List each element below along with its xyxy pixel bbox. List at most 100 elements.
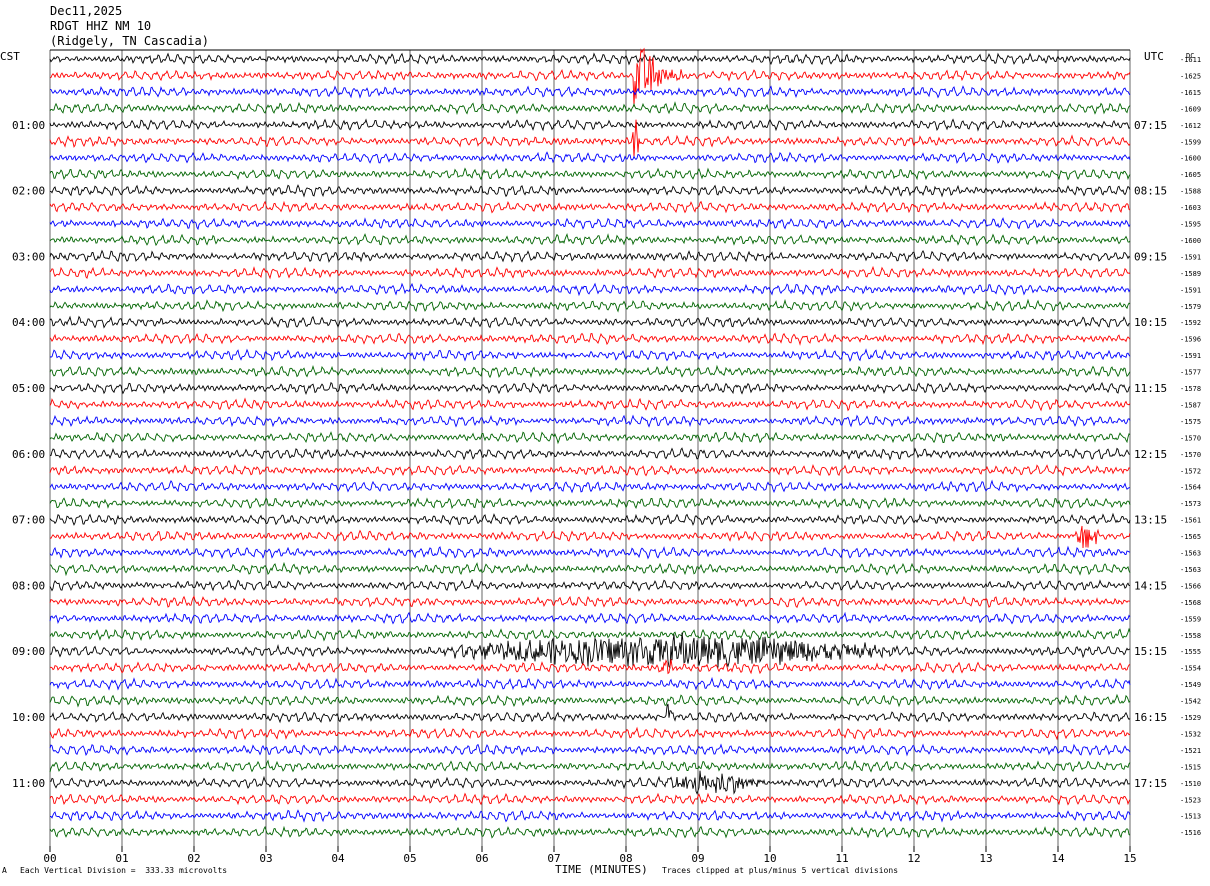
trace-line	[49, 464, 1131, 477]
cst-hour-label: 08:00	[12, 579, 45, 592]
trace-line	[49, 447, 1131, 461]
dc-offset-label: -1589	[1180, 270, 1201, 278]
trace-line	[49, 497, 1131, 510]
dc-offset-label: -1563	[1180, 566, 1201, 574]
dc-offset-label: -1600	[1180, 155, 1201, 163]
utc-hour-label: 13:15	[1134, 514, 1167, 527]
utc-hour-label: 09:15	[1134, 250, 1167, 263]
trace-line	[49, 200, 1131, 214]
cst-hour-label: 01:00	[12, 119, 45, 132]
utc-hour-label: 10:15	[1134, 316, 1167, 329]
x-axis-ticks	[49, 846, 1131, 852]
trace-line	[49, 431, 1131, 445]
header-station: RDGT HHZ NM 10	[50, 19, 152, 33]
dc-offset-label: -1615	[1180, 89, 1201, 97]
dc-offset-label: -1587	[1180, 401, 1201, 409]
trace-line	[49, 770, 1131, 795]
dc-offset-label: -1570	[1180, 434, 1201, 442]
x-tick-labels: 00 01 02 03 04 05 06 07 08 09 10 11 12 13 14 15	[43, 852, 1136, 865]
x-tick-label: 04	[331, 852, 345, 865]
cst-hour-label: 11:00	[12, 777, 45, 790]
trace-line	[49, 282, 1131, 297]
dc-offset-label: -1605	[1180, 171, 1201, 179]
cst-hour-label: 06:00	[12, 448, 45, 461]
cst-hour-labels: 01:00 02:00 03:00 04:00 05:00 06:00 07:00 08:00…	[12, 119, 45, 790]
dc-offset-label: -1573	[1180, 500, 1201, 508]
cst-hour-label: 05:00	[12, 382, 45, 395]
dc-offset-label: -1609	[1180, 105, 1201, 113]
trace-line	[49, 217, 1131, 231]
x-tick-label: 02	[187, 852, 200, 865]
dc-offset-label: -1563	[1180, 550, 1201, 558]
dc-offset-label: -1592	[1180, 319, 1201, 327]
trace-line	[49, 315, 1131, 329]
x-tick-label: 15	[1123, 852, 1136, 865]
header-location: (Ridgely, TN Cascadia)	[50, 34, 209, 48]
trace-line	[49, 632, 1131, 669]
trace-line	[50, 809, 1131, 823]
x-tick-label: 11	[835, 852, 848, 865]
dc-offset-label: -1529	[1180, 714, 1201, 722]
dc-offset-label: -1559	[1180, 615, 1201, 623]
trace-line	[49, 659, 1131, 675]
trace-line	[49, 545, 1131, 560]
trace-line	[49, 167, 1131, 181]
x-tick-label: 07	[547, 852, 560, 865]
trace-line	[49, 595, 1131, 609]
trace-line	[49, 693, 1131, 708]
dc-offset-label: -1564	[1180, 484, 1201, 492]
x-tick-label: 06	[475, 852, 488, 865]
trace-line	[49, 525, 1131, 549]
x-tick-label: 14	[1051, 852, 1065, 865]
trace-line	[49, 118, 1131, 132]
dc-offset-label: -1578	[1180, 385, 1201, 393]
dc-offset-label: -1611	[1180, 56, 1201, 64]
trace-line	[49, 676, 1131, 691]
utc-hour-label: 12:15	[1134, 448, 1167, 461]
cst-hour-label: 09:00	[12, 645, 45, 658]
utc-hour-label: 11:15	[1134, 382, 1167, 395]
clip-note: Traces clipped at plus/minus 5 vertical …	[662, 866, 899, 875]
x-tick-label: 03	[259, 852, 272, 865]
trace-line	[49, 151, 1131, 164]
cst-hour-label: 03:00	[12, 250, 45, 263]
trace-line	[49, 414, 1131, 428]
trace-line	[49, 397, 1131, 412]
cst-hour-label: 04:00	[12, 316, 45, 329]
dc-offset-label: -1595	[1180, 221, 1201, 229]
dc-offset-label: -1572	[1180, 467, 1201, 475]
x-tick-label: 00	[43, 852, 56, 865]
dc-offset-label: -1570	[1180, 451, 1201, 459]
dc-offset-label: -1521	[1180, 747, 1201, 755]
dc-offset-label: -1566	[1180, 582, 1201, 590]
scale-note: Each Vertical Division = 333.33 microvol…	[20, 866, 228, 875]
dc-offset-label: -1575	[1180, 418, 1201, 426]
trace-line	[49, 298, 1131, 313]
trace-line	[49, 101, 1131, 116]
trace-line	[50, 184, 1131, 198]
trace-line	[49, 792, 1131, 806]
x-tick-label: 09	[691, 852, 704, 865]
dc-offset-label: -1612	[1180, 122, 1201, 130]
trace-line	[49, 381, 1131, 395]
trace-line	[49, 825, 1131, 839]
x-tick-label: 01	[115, 852, 128, 865]
trace-line	[49, 611, 1131, 625]
dc-offset-label: -1558	[1180, 632, 1201, 640]
dc-offset-label: -1532	[1180, 730, 1201, 738]
dc-offset-label: -1523	[1180, 796, 1201, 804]
corner-mark: A	[2, 866, 7, 875]
header-date: Dec11,2025	[50, 4, 123, 18]
dc-offset-label: -1599	[1180, 138, 1201, 146]
x-tick-label: 08	[619, 852, 632, 865]
trace-line	[49, 726, 1131, 741]
utc-hour-labels: 07:15 08:15 09:15 10:15 11:15 12:15 13:15 14:15…	[1134, 119, 1167, 790]
dc-offset-label: -1577	[1180, 369, 1201, 377]
dc-offset-label: -1516	[1180, 829, 1201, 837]
utc-hour-label: 17:15	[1134, 777, 1167, 790]
trace-line	[49, 364, 1131, 379]
trace-line	[49, 52, 1131, 66]
utc-hour-label: 16:15	[1134, 711, 1167, 724]
cst-hour-label: 10:00	[12, 711, 45, 724]
